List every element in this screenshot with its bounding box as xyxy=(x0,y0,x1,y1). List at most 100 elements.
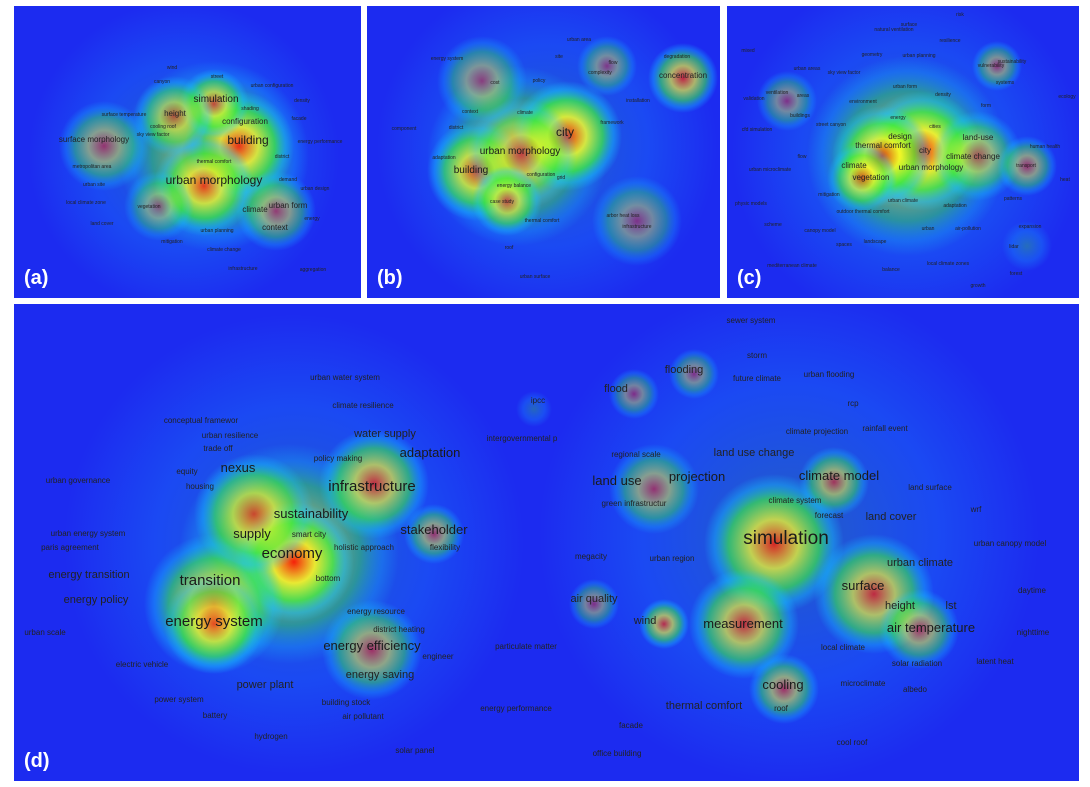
term-label: economy xyxy=(262,545,323,562)
heat-blob xyxy=(972,41,1022,91)
term-label: ventilation xyxy=(766,90,789,96)
term-label: land surface xyxy=(908,483,952,492)
term-label: cooling xyxy=(762,677,803,692)
heat-blobs xyxy=(732,6,1079,298)
term-label: land-use xyxy=(963,133,994,142)
term-label: component xyxy=(392,126,417,132)
term-label: air temperature xyxy=(887,620,975,635)
panel-label: (b) xyxy=(377,267,403,289)
panel-label: (d) xyxy=(24,750,50,772)
term-label: demand xyxy=(279,177,297,183)
term-label: energy resource xyxy=(347,607,405,616)
heat-blobs xyxy=(377,6,718,298)
term-label: urban form xyxy=(269,201,308,210)
term-label: urban morphology xyxy=(480,146,561,157)
term-label: land use xyxy=(592,473,641,488)
term-label: battery xyxy=(203,711,227,720)
term-label: mitigation xyxy=(161,239,183,245)
term-label: storm xyxy=(747,351,767,360)
heat-blob xyxy=(749,654,819,724)
term-label: density xyxy=(294,98,310,104)
term-label: patterns xyxy=(1004,196,1023,202)
term-label: flow xyxy=(798,154,807,160)
heat-blob xyxy=(757,71,817,131)
term-label: rcp xyxy=(847,399,859,408)
heat-blob xyxy=(134,76,214,156)
term-label: flood xyxy=(604,383,628,395)
heat-blob xyxy=(932,111,1022,201)
term-label: ipcc xyxy=(531,396,545,405)
term-label: urban design xyxy=(301,186,330,192)
term-label: growth xyxy=(970,283,985,289)
term-label: building xyxy=(227,133,268,147)
term-label: human health xyxy=(1030,144,1061,150)
density-map-a: urban morphology building simulation surfac… xyxy=(29,6,343,298)
term-label: systems xyxy=(996,80,1015,86)
term-label: adaptation xyxy=(432,155,456,161)
heat-blob xyxy=(404,504,464,564)
term-label: urban form xyxy=(893,84,917,90)
term-label: surface xyxy=(842,578,885,593)
term-label: flow xyxy=(609,60,618,66)
term-label: context xyxy=(262,223,289,232)
term-label: aggregation xyxy=(300,267,327,273)
term-label: district xyxy=(449,125,464,131)
panel-label: (c) xyxy=(737,267,762,289)
term-label: natural ventilation xyxy=(874,27,913,33)
panel-b: city urban morphology building concentratio… xyxy=(367,6,720,298)
term-label: city xyxy=(556,125,574,139)
term-label: power plant xyxy=(237,679,294,691)
term-label: energy system xyxy=(165,613,263,630)
term-labels: simulation economy infrastructure transitio… xyxy=(24,316,1049,758)
term-label: energy performance xyxy=(480,704,552,713)
term-label: nexus xyxy=(221,460,256,475)
term-label: urban water system xyxy=(310,373,380,382)
term-label: configuration xyxy=(527,172,556,178)
term-label: energy performance xyxy=(298,139,343,145)
term-label: adaptation xyxy=(943,203,967,209)
term-label: infrastructure xyxy=(328,478,416,495)
heat-blob xyxy=(124,171,194,241)
heat-blob xyxy=(609,444,699,534)
heat-blob xyxy=(437,36,527,126)
term-label: landscape xyxy=(864,239,887,245)
term-label: trade off xyxy=(203,444,233,453)
term-label: energy saving xyxy=(346,669,415,681)
term-label: balance xyxy=(882,267,900,273)
term-label: urban region xyxy=(650,554,695,563)
term-label: metropolitan area xyxy=(73,164,112,170)
term-label: albedo xyxy=(903,685,928,694)
term-label: facade xyxy=(619,721,644,730)
term-label: areas xyxy=(797,93,810,99)
term-label: urban planning xyxy=(902,53,935,59)
term-label: wind xyxy=(633,615,657,627)
term-label: urban morphology xyxy=(166,173,263,187)
term-label: projection xyxy=(669,469,725,484)
term-label: design xyxy=(888,132,912,141)
term-label: sustainability xyxy=(998,59,1027,65)
term-label: microclimate xyxy=(841,679,886,688)
term-label: stakeholder xyxy=(400,522,468,537)
term-label: energy transition xyxy=(48,569,129,581)
term-label: roof xyxy=(774,704,789,713)
heat-blob xyxy=(592,176,682,266)
term-label: grid xyxy=(557,175,566,181)
heat-blob xyxy=(648,43,718,113)
heat-blob xyxy=(669,349,719,399)
density-map-d: simulation economy infrastructure transitio… xyxy=(24,304,1050,781)
term-label: supply xyxy=(233,526,271,541)
term-label: solar radiation xyxy=(892,659,942,668)
term-label: simulation xyxy=(743,528,829,549)
term-label: solar panel xyxy=(395,746,434,755)
term-label: water supply xyxy=(353,428,416,440)
term-label: urban morphology xyxy=(899,163,963,172)
term-label: lst xyxy=(946,600,957,612)
heat-blob xyxy=(639,599,689,649)
term-label: land cover xyxy=(866,511,917,523)
term-label: urban energy system xyxy=(51,529,126,538)
term-label: roof xyxy=(505,245,514,251)
term-label: case study xyxy=(490,199,514,205)
term-label: climate change xyxy=(207,247,241,253)
